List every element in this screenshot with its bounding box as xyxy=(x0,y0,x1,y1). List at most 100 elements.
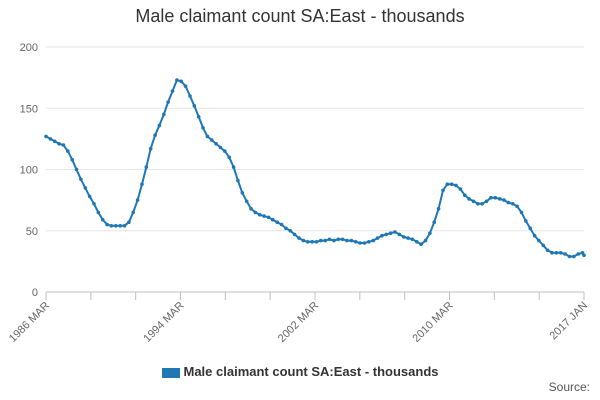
data-point xyxy=(567,254,572,259)
data-point xyxy=(183,84,188,88)
data-point xyxy=(301,238,306,243)
data-point xyxy=(319,238,323,243)
data-point xyxy=(205,134,210,139)
data-point xyxy=(314,240,319,244)
data-point xyxy=(554,251,559,255)
data-point xyxy=(428,231,432,235)
data-point xyxy=(572,254,576,259)
chart-title: Male claimant count SA:East - thousands xyxy=(135,6,465,26)
data-point xyxy=(323,238,328,243)
data-point xyxy=(436,206,441,211)
data-point xyxy=(214,142,218,146)
data-point xyxy=(502,198,506,202)
series-line xyxy=(45,79,585,258)
data-point xyxy=(92,202,96,206)
data-point xyxy=(558,251,563,255)
legend-series-icon xyxy=(161,367,180,378)
y-tick-label: 200 xyxy=(20,42,38,54)
data-point xyxy=(332,238,336,243)
data-point xyxy=(423,238,428,243)
data-point xyxy=(240,191,245,195)
data-point xyxy=(179,79,183,84)
x-tick-label: 2002 MAR xyxy=(276,300,321,345)
data-point xyxy=(515,204,519,209)
x-tick-label: 1994 MAR xyxy=(141,300,186,345)
data-point xyxy=(157,123,162,128)
data-point xyxy=(432,220,437,224)
data-point xyxy=(288,229,293,233)
data-point xyxy=(162,112,166,117)
data-point xyxy=(367,240,371,244)
x-tick-label: 1986 MAR xyxy=(7,300,52,345)
data-point xyxy=(484,199,489,204)
x-tick-label: 2010 MAR xyxy=(410,300,455,345)
data-point xyxy=(576,252,580,256)
data-point xyxy=(257,213,262,217)
data-point xyxy=(362,241,367,245)
x-axis: 1986 MAR 1994 MAR 2002 MAR 2010 MAR 2017 JAN xyxy=(7,291,590,345)
data-point xyxy=(454,183,458,188)
data-point xyxy=(449,182,454,186)
legend-label: Male claimant count SA:East - thousands xyxy=(183,364,439,379)
data-point xyxy=(148,146,153,151)
data-point xyxy=(545,248,550,253)
data-point xyxy=(175,78,179,82)
data-point xyxy=(371,238,376,243)
data-point xyxy=(249,206,253,211)
data-point xyxy=(271,217,275,222)
data-point xyxy=(397,232,402,237)
data-point xyxy=(114,224,118,228)
legend[interactable]: Male claimant count SA:East - thousands xyxy=(0,364,600,379)
data-point xyxy=(415,240,419,244)
data-point xyxy=(493,195,498,200)
data-point xyxy=(349,238,354,243)
data-point xyxy=(541,243,546,248)
data-point xyxy=(109,224,114,228)
data-point xyxy=(48,137,53,141)
data-point xyxy=(223,149,227,153)
data-point xyxy=(279,222,284,227)
data-point xyxy=(87,194,92,199)
data-point xyxy=(550,251,554,255)
data-point xyxy=(419,242,423,246)
data-point xyxy=(83,186,88,190)
data-point xyxy=(497,197,502,201)
data-point xyxy=(284,226,288,231)
data-point xyxy=(458,187,463,191)
data-point xyxy=(292,232,297,237)
data-point xyxy=(275,220,280,224)
data-point xyxy=(506,200,511,205)
y-tick-label: 150 xyxy=(20,103,38,115)
data-point xyxy=(297,236,301,240)
data-point xyxy=(236,178,240,183)
data-point xyxy=(96,210,101,215)
source-label: Source: xyxy=(548,380,590,394)
data-point xyxy=(135,198,140,202)
data-point xyxy=(384,232,389,237)
y-axis: 0 50 100 150 200 xyxy=(20,42,38,299)
data-point xyxy=(227,155,231,160)
data-point xyxy=(244,199,249,204)
data-point xyxy=(66,149,70,153)
data-point xyxy=(196,115,201,119)
data-point xyxy=(52,139,57,144)
data-point xyxy=(327,237,332,242)
data-point xyxy=(131,210,135,215)
data-point xyxy=(353,240,358,244)
data-point xyxy=(340,237,345,242)
data-point xyxy=(393,230,397,234)
y-tick-label: 0 xyxy=(32,287,38,299)
data-point xyxy=(253,210,258,215)
y-tick-label: 50 xyxy=(26,226,38,238)
data-point xyxy=(122,224,127,228)
data-point xyxy=(336,237,341,242)
data-point xyxy=(528,226,532,231)
y-tick-label: 100 xyxy=(20,165,38,177)
data-point xyxy=(105,222,109,227)
gridlines xyxy=(46,46,584,232)
data-point xyxy=(537,238,541,243)
data-point xyxy=(582,253,586,258)
data-point xyxy=(79,177,83,182)
data-point xyxy=(480,202,485,206)
series-group xyxy=(44,78,586,259)
